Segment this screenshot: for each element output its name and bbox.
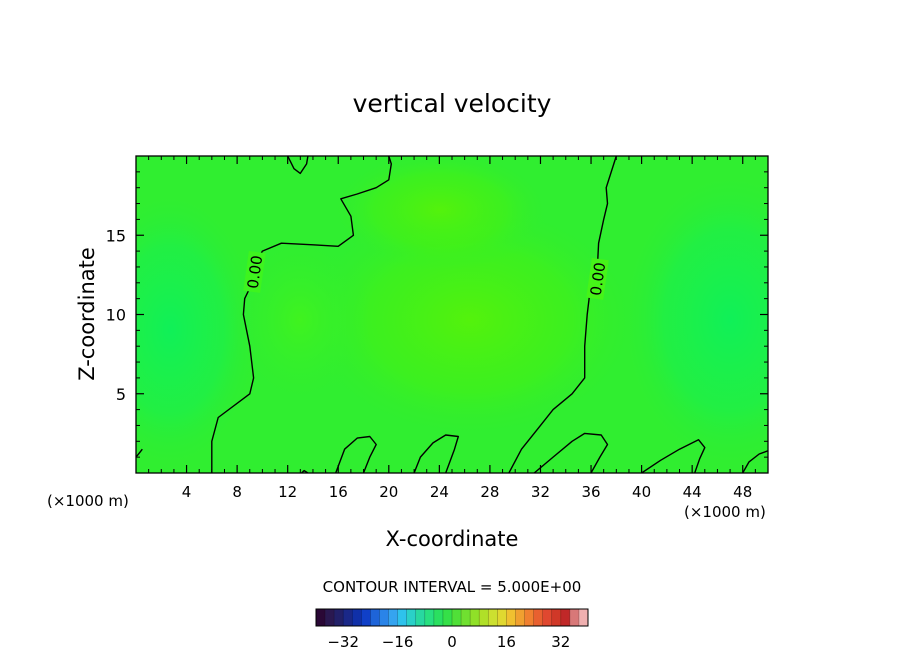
colorbar-cell xyxy=(488,609,498,626)
contour-line xyxy=(211,156,392,473)
colorbar-cell xyxy=(506,609,516,626)
colorbar-cell xyxy=(361,609,371,626)
x-tick-label: 20 xyxy=(379,483,398,501)
contour-label-right: 0.00 xyxy=(586,257,609,300)
x-tick-label: 40 xyxy=(632,483,651,501)
colorbar-cell xyxy=(397,609,407,626)
colorbar-frame xyxy=(315,608,589,627)
colorbar-cell xyxy=(379,609,389,626)
colorbar-cell xyxy=(415,609,426,626)
contour-line xyxy=(533,432,609,473)
colorbar-cell xyxy=(479,609,489,626)
contour-label-text: 0.00 xyxy=(244,254,266,290)
colorbar-cell xyxy=(433,609,444,626)
x-axis-ticks: 4 8 12 16 20 24 28 32 36 40 44 48 xyxy=(148,156,756,501)
colorbar-cell xyxy=(542,609,553,626)
colorbar-cells xyxy=(315,609,589,626)
colorbar-cell xyxy=(497,609,507,626)
colorbar-cell xyxy=(352,609,362,626)
x-axis-label: X-coordinate xyxy=(386,527,519,551)
colorbar: −32 −16 0 16 32 xyxy=(315,608,589,651)
x-tick-label: 4 xyxy=(182,483,192,501)
contour-line xyxy=(508,156,617,473)
colorbar-cell xyxy=(442,609,453,626)
contour-layer xyxy=(136,156,768,473)
colorbar-cell xyxy=(551,609,562,626)
colorbar-cell xyxy=(515,609,525,626)
colorbar-tick-label: −16 xyxy=(382,633,414,651)
chart-title: vertical velocity xyxy=(353,89,552,118)
x-tick-label: 32 xyxy=(531,483,550,501)
colorbar-cell xyxy=(388,609,398,626)
y-tick-label: 10 xyxy=(106,306,126,325)
y-axis-ticks: 5 10 15 xyxy=(106,171,768,458)
x-tick-label: 16 xyxy=(329,483,348,501)
colorbar-cell xyxy=(470,609,480,626)
colorbar-cell xyxy=(424,609,435,626)
colorbar-cell xyxy=(524,609,534,626)
contour-line xyxy=(335,435,377,473)
contour-line xyxy=(287,156,309,175)
colorbar-cell xyxy=(370,609,380,626)
plot-area xyxy=(136,156,768,473)
y-axis-label: Z-coordinate xyxy=(75,247,99,381)
field-region-yellow-upper xyxy=(330,156,550,270)
colorbar-cell xyxy=(560,609,571,626)
y-tick-label: 15 xyxy=(106,226,126,245)
contour-line xyxy=(301,469,309,473)
x-tick-label: 24 xyxy=(430,483,449,501)
y-tick-label: 5 xyxy=(116,385,126,404)
colorbar-tick-label: −32 xyxy=(327,633,359,651)
colorbar-ticks: −32 −16 0 16 32 xyxy=(327,633,570,651)
colorbar-cell xyxy=(334,609,344,626)
field-region-light-left xyxy=(230,230,370,410)
x-unit-right: (×1000 m) xyxy=(684,503,766,521)
colorbar-tick-label: 32 xyxy=(551,633,570,651)
colorbar-tick-label: 0 xyxy=(447,633,457,651)
contour-line xyxy=(136,448,143,458)
x-tick-label: 44 xyxy=(683,483,702,501)
colorbar-cell xyxy=(461,609,471,626)
field-region-mint-left xyxy=(136,190,260,470)
contour-label-left: 0.00 xyxy=(243,250,266,293)
colorbar-cell xyxy=(343,609,353,626)
contour-line xyxy=(641,439,706,473)
x-tick-label: 48 xyxy=(733,483,752,501)
colorbar-cell xyxy=(325,609,335,626)
colorbar-cell xyxy=(452,609,462,626)
colorbar-cell xyxy=(406,609,417,626)
contour-label-text: 0.00 xyxy=(587,261,609,297)
field-region-mint-right xyxy=(620,170,768,470)
colorbar-cell xyxy=(316,609,326,626)
x-tick-label: 8 xyxy=(232,483,242,501)
x-tick-label: 12 xyxy=(278,483,297,501)
contour-interval-text: CONTOUR INTERVAL = 5.000E+00 xyxy=(323,578,582,596)
x-unit-left: (×1000 m) xyxy=(47,492,129,510)
colorbar-cell xyxy=(533,609,543,626)
contour-line xyxy=(413,434,459,473)
contour-line xyxy=(742,450,768,473)
colorbar-tick-label: 16 xyxy=(497,633,516,651)
colorbar-cell xyxy=(578,609,589,626)
x-tick-label: 36 xyxy=(581,483,600,501)
colorbar-cell xyxy=(569,609,580,626)
x-tick-label: 28 xyxy=(480,483,499,501)
